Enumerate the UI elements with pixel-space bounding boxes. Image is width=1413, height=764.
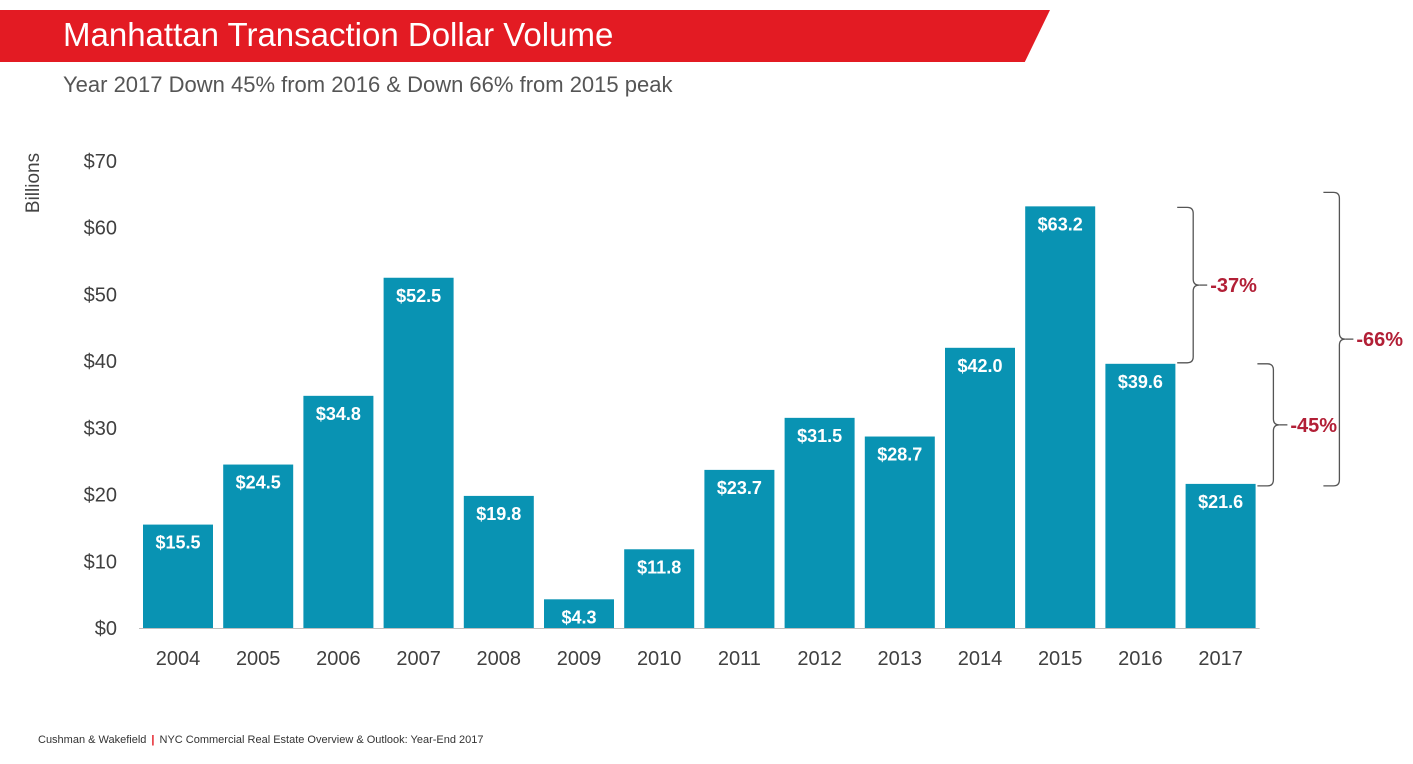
- bar: [1025, 206, 1096, 628]
- page-subtitle: Year 2017 Down 45% from 2016 & Down 66% …: [63, 72, 673, 97]
- annotation-37-bracket: [1177, 206, 1200, 364]
- x-tick-label: 2008: [477, 648, 522, 670]
- data-label: $39.6: [1118, 372, 1163, 392]
- bar: [383, 277, 454, 628]
- annotation-45-bracket: [1257, 363, 1280, 487]
- bar: [463, 495, 534, 628]
- annotation-66-label: -66%: [1356, 329, 1403, 351]
- bar: [143, 524, 213, 628]
- x-tick-label: 2012: [797, 648, 842, 670]
- y-tick-label: $60: [84, 218, 117, 240]
- x-tick-label: 2009: [557, 648, 602, 670]
- annotation-45-label: -45%: [1290, 415, 1337, 437]
- bar: [1105, 363, 1176, 628]
- bar: [544, 599, 614, 628]
- annotation-37-label: -37%: [1210, 275, 1257, 297]
- data-label: $15.5: [155, 533, 200, 553]
- data-label: $34.8: [316, 404, 361, 424]
- footer-company: Cushman & Wakefield: [38, 734, 147, 746]
- x-tick-label: 2014: [958, 648, 1003, 670]
- x-tick-label: 2015: [1038, 648, 1083, 670]
- x-tick-label: 2010: [637, 648, 682, 670]
- x-tick-label: 2016: [1118, 648, 1163, 670]
- data-label: $63.2: [1038, 214, 1083, 234]
- page-title: Manhattan Transaction Dollar Volume: [63, 16, 614, 53]
- bar: [864, 436, 935, 628]
- bar: [784, 417, 855, 628]
- x-tick-label: 2007: [396, 648, 441, 670]
- footer-report: NYC Commercial Real Estate Overview & Ou…: [159, 734, 484, 746]
- annotation-66-bracket: [1323, 191, 1346, 487]
- y-tick-label: $20: [84, 485, 117, 507]
- y-tick-label: $40: [84, 351, 117, 373]
- y-axis-label: Billions: [23, 153, 44, 213]
- x-tick-label: 2011: [718, 648, 761, 670]
- x-tick-label: 2006: [316, 648, 361, 670]
- data-label: $42.0: [957, 356, 1002, 376]
- bar: [704, 469, 775, 628]
- footer: Cushman & Wakefield | NYC Commercial Real …: [38, 734, 484, 746]
- footer-separator: |: [151, 734, 155, 746]
- data-label: $31.5: [797, 426, 842, 446]
- x-tick-label: 2005: [236, 648, 281, 670]
- bar: [624, 549, 695, 628]
- y-tick-label: $50: [84, 284, 117, 306]
- y-tick-label: $30: [84, 418, 117, 440]
- data-label: $23.7: [717, 478, 762, 498]
- bar-chart: Billions $0 $10 $20 $30 $40 $50 $60 $70 $15.5 2004…: [23, 151, 1403, 670]
- x-tick-label: 2017: [1198, 648, 1243, 670]
- data-label: $19.8: [476, 504, 521, 524]
- data-label: $4.3: [561, 607, 596, 627]
- data-label: $52.5: [396, 286, 441, 306]
- y-tick-label: $0: [95, 618, 117, 640]
- bar: [303, 395, 374, 628]
- x-tick-label: 2004: [156, 648, 201, 670]
- bar: [945, 347, 1015, 628]
- data-label: $24.5: [236, 473, 281, 493]
- data-label: $28.7: [877, 445, 922, 465]
- data-label: $21.6: [1198, 492, 1243, 512]
- bar: [1185, 483, 1256, 628]
- x-tick-label: 2013: [878, 648, 923, 670]
- data-label: $11.8: [637, 557, 681, 577]
- bar: [223, 464, 294, 628]
- title-banner: [0, 10, 1050, 62]
- y-tick-label: $10: [84, 551, 117, 573]
- y-tick-label: $70: [84, 151, 117, 173]
